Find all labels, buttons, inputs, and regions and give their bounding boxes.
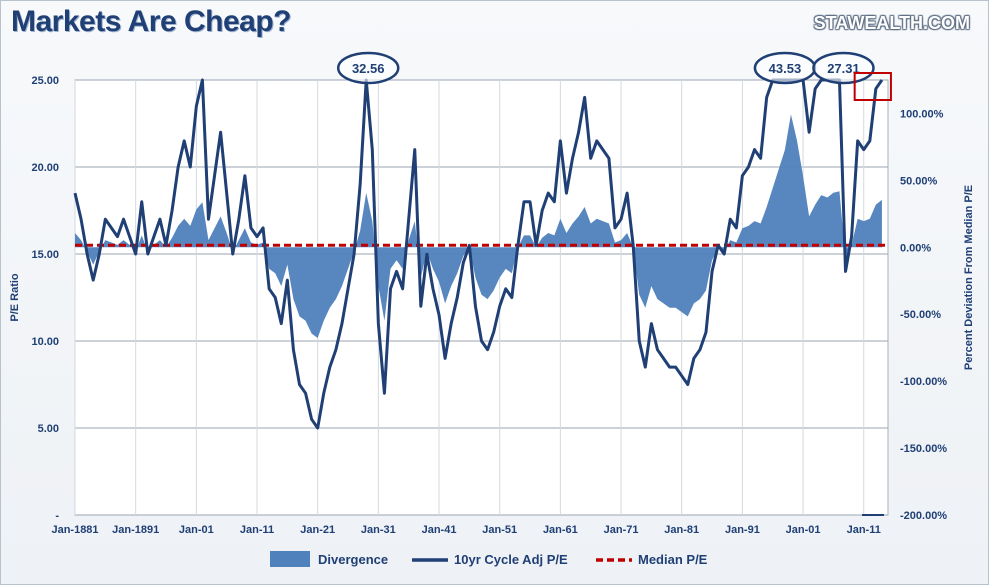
x-tick-label: Jan-1881 (51, 524, 98, 536)
chart-title: Markets Are Cheap? (11, 5, 291, 38)
legend-swatch-divergence (270, 551, 310, 567)
annotation-layer: 32.56 43.53 27.31 (336, 51, 892, 101)
x-tick-label: Jan-81 (664, 524, 699, 536)
y-tick-label: - (55, 510, 59, 522)
y-tick-label: 20.00 (31, 162, 59, 174)
pe-line (73, 78, 884, 430)
y2-tick-label: 0.00% (900, 242, 931, 254)
y2-tick-label: 100.00% (900, 108, 944, 120)
grid-layer (74, 79, 889, 516)
y2-tick-label: -200.00% (900, 510, 947, 522)
legend-label-median: Median P/E (638, 552, 708, 567)
x-tick-label: Jan-31 (361, 524, 396, 536)
y-axis-title: P/E Ratio (9, 273, 21, 322)
divergence-area-layer (75, 114, 882, 338)
y-tick-label: 25.00 (31, 75, 59, 87)
legend-label-pe: 10yr Cycle Adj P/E (454, 552, 568, 567)
peak-callout-label: 43.53 (769, 61, 802, 76)
x-tick-label: Jan-01 (179, 524, 214, 536)
x-tick-label: Jan-61 (543, 524, 578, 536)
divergence-area (75, 114, 882, 338)
x-tick-label: Jan-21 (300, 524, 335, 536)
x-tick-label: Jan-51 (482, 524, 517, 536)
peak-callout-label: 27.31 (827, 61, 860, 76)
x-tick-label: Jan-11 (240, 524, 274, 536)
x-tick-label: Jan-41 (422, 524, 457, 536)
x-tick-label: Jan-01 (786, 524, 821, 536)
legend-label-divergence: Divergence (318, 552, 388, 567)
highlight-box (853, 72, 892, 101)
y-tick-label: 15.00 (31, 249, 59, 261)
x-tick-label: Jan-71 (604, 524, 639, 536)
y2-axis-title: Percent Deviation From Median P/E (963, 185, 975, 370)
x-tick-label: Jan-91 (725, 524, 760, 536)
y2-tick-label: -50.00% (900, 309, 941, 321)
y-tick-label: 10.00 (31, 336, 59, 348)
y-tick-label: 5.00 (38, 423, 59, 435)
source-label: STAWEALTH.COM (813, 13, 970, 33)
x-tick-label: Jan-11 (847, 524, 881, 536)
plot-area (74, 79, 889, 516)
y2-tick-label: -100.00% (900, 376, 947, 388)
axis-layer: - 5.00 10.00 15.00 20.00 25.00 Jan-1881 Jan-189… (9, 75, 975, 536)
peak-callout (336, 51, 400, 85)
legend-layer: Divergence 10yr Cycle Adj P/E Median P/E (270, 551, 708, 567)
peak-callout (812, 51, 875, 85)
y2-tick-label: -150.00% (900, 443, 947, 455)
peak-callout-label: 32.56 (352, 61, 385, 76)
x-tick-label: Jan-1891 (112, 524, 159, 536)
y2-tick-label: 50.00% (900, 175, 938, 187)
pe-line-layer (73, 78, 884, 516)
